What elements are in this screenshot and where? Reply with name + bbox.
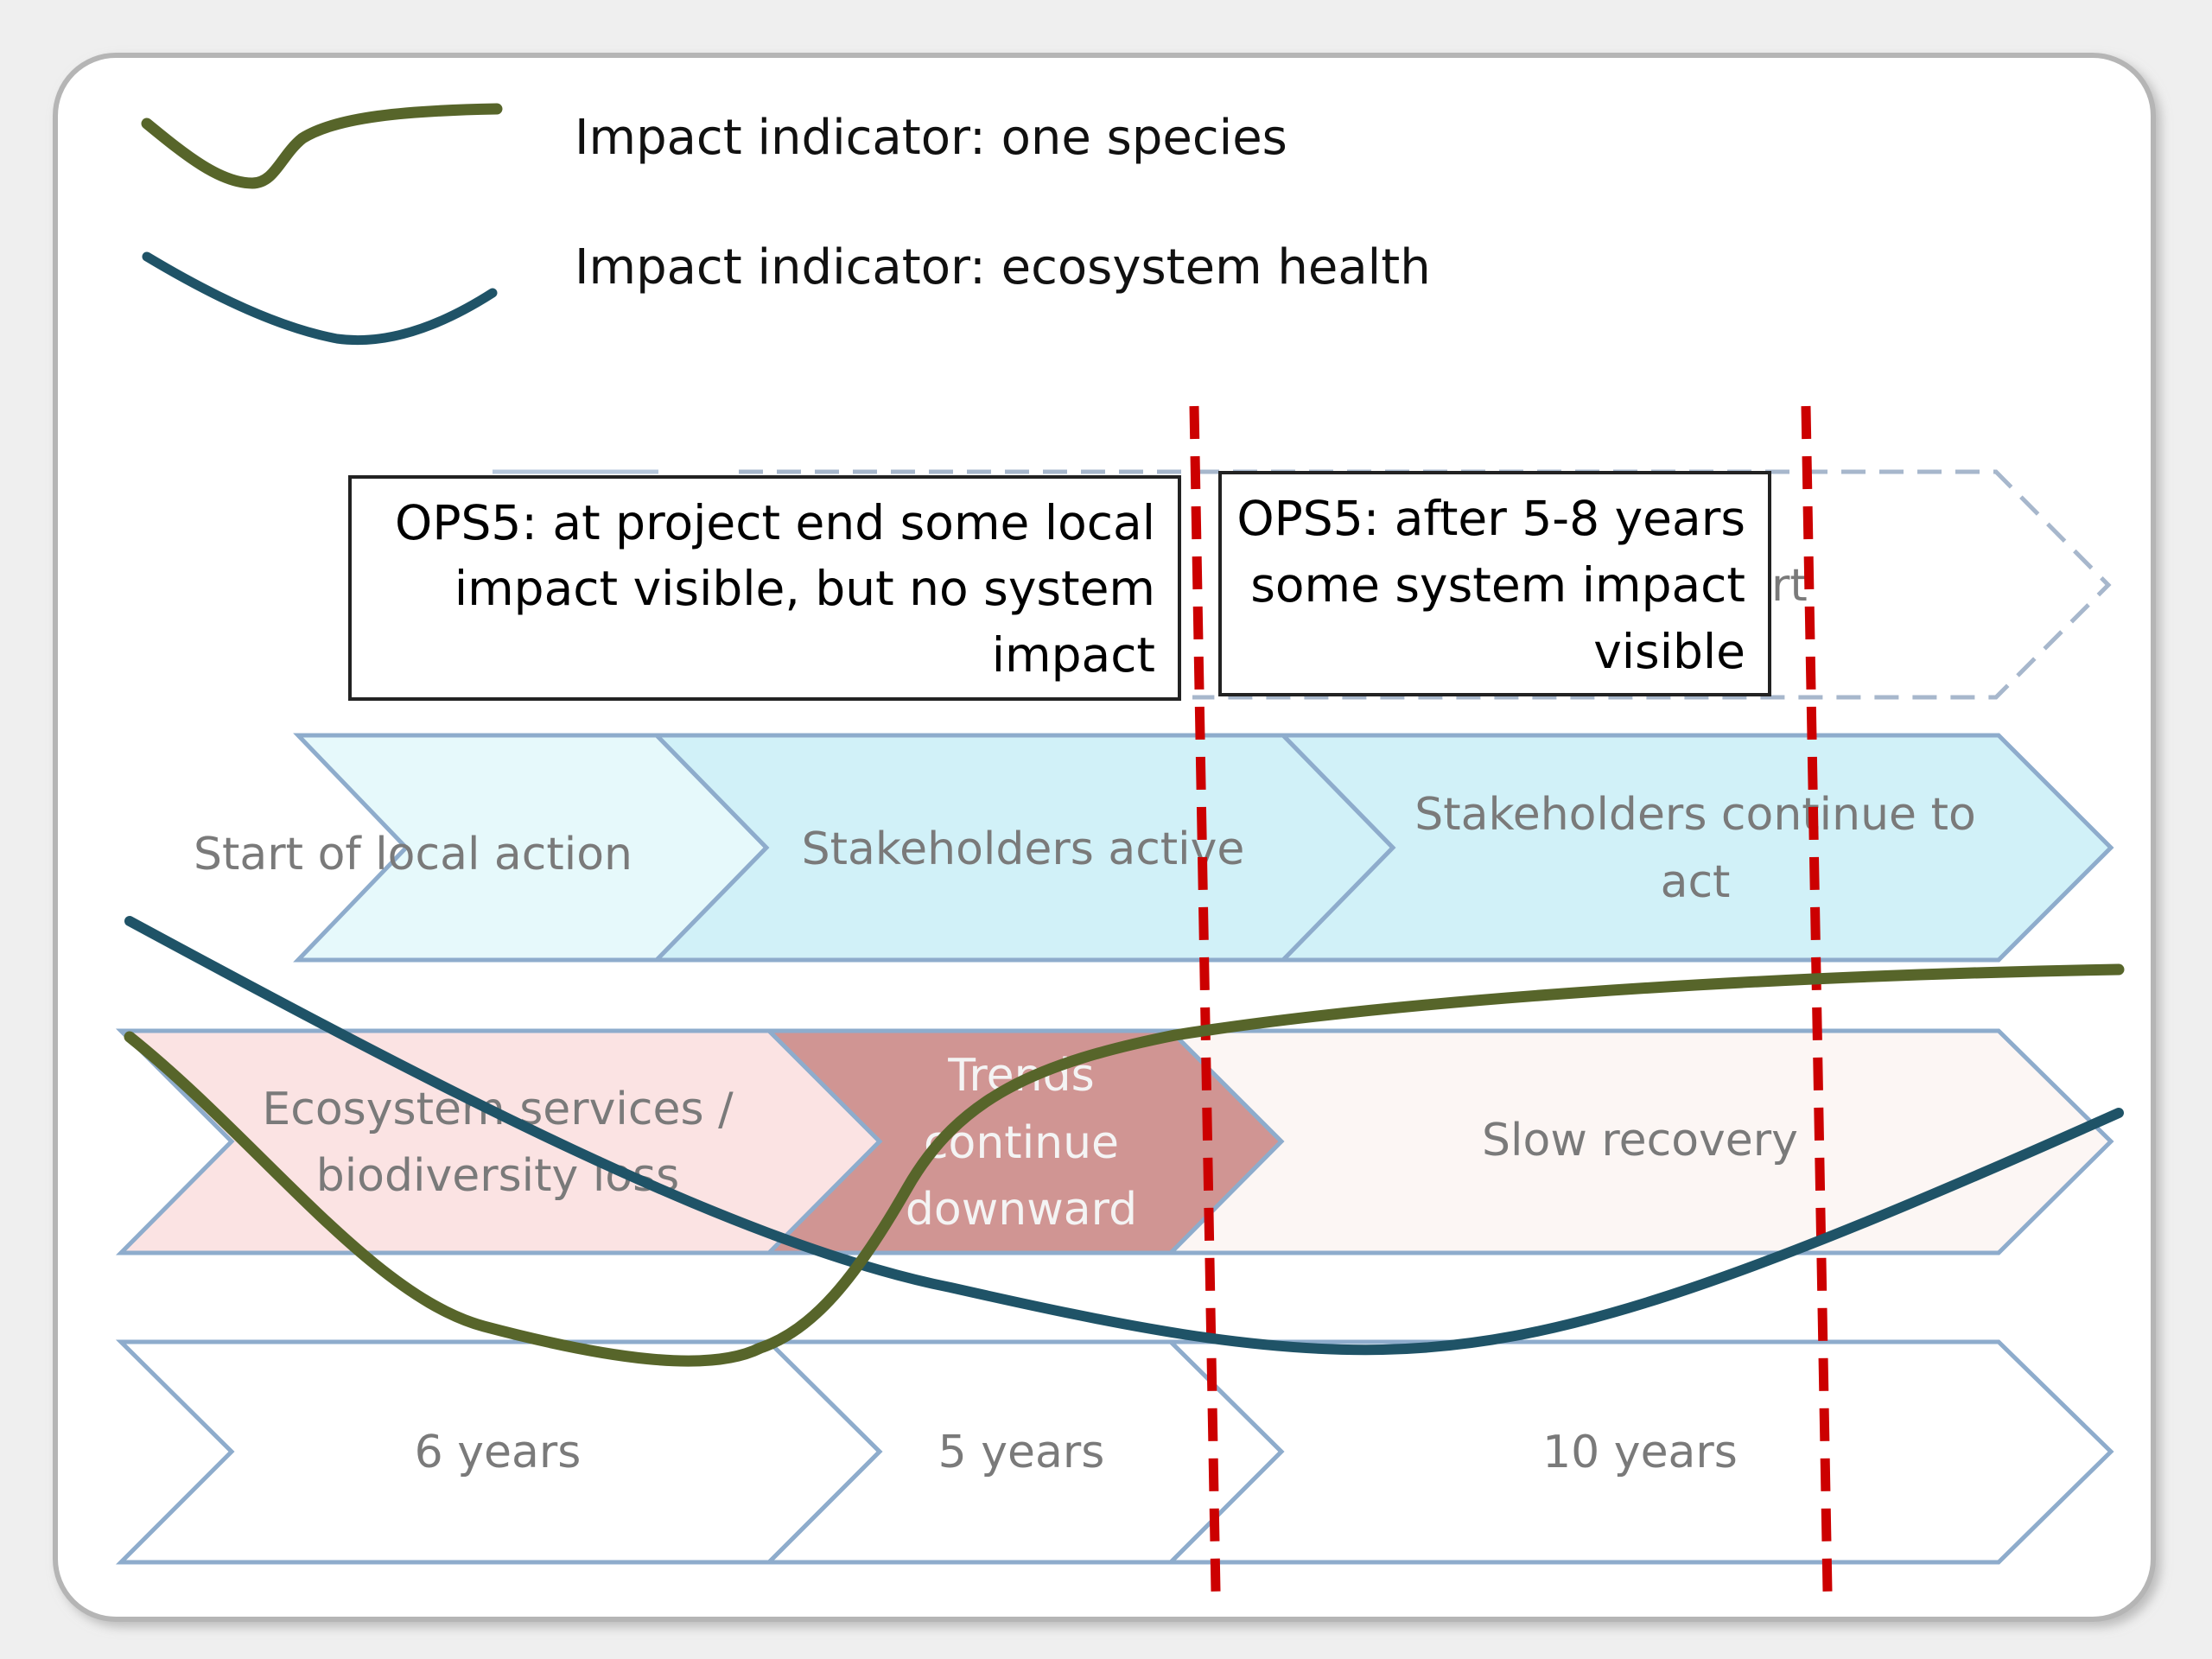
ecosystem-row: Ecosystem services / biodiversity loss T… <box>115 1028 2114 1255</box>
callout-after-years-line1: OPS5: after 5-8 years <box>1236 491 1745 546</box>
species-curve <box>124 963 2125 1367</box>
faded-chevron-label: rt <box>1771 560 1808 612</box>
callout-project-end-line2: impact visible, but no system <box>454 561 1155 616</box>
stakeholders-row: Start of local action Stakeholders activ… <box>194 733 2114 963</box>
callout-after-years: OPS5: after 5-8 years some system impact… <box>1218 471 1771 696</box>
callout-project-end-box <box>348 475 1181 701</box>
callout-project-end: OPS5: at project end some local impact v… <box>348 475 1181 701</box>
ecosystem-legend-label: Impact indicator: ecosystem health <box>575 239 1431 296</box>
stakeholders-active-label: Stakeholders active <box>802 823 1245 875</box>
ecosystem-legend-swatch <box>142 251 498 346</box>
callout-after-years-box <box>1218 471 1771 696</box>
trends-label-line3: downward <box>906 1184 1137 1236</box>
chevron-slow-recovery <box>1165 1028 2114 1255</box>
six-years-label: 6 years <box>415 1427 582 1478</box>
slow-recovery-label: Slow recovery <box>1482 1115 1798 1166</box>
species-legend-swatch <box>141 103 503 189</box>
callout-after-years-line3: visible <box>1593 624 1745 679</box>
stakeholders-continue-label-line2: act <box>1661 856 1731 908</box>
chevron-stakeholders-continue <box>1278 733 2114 963</box>
callout-project-end-line1: OPS5: at project end some local <box>395 495 1155 550</box>
ten-years-label: 10 years <box>1542 1427 1738 1478</box>
chevron-biodiversity-loss <box>115 1028 883 1255</box>
callout-after-years-line2: some system impact <box>1250 557 1745 613</box>
start-local-action-label: Start of local action <box>194 829 632 880</box>
stakeholders-continue-label: Stakeholders continue to <box>1414 789 1976 841</box>
legend: Impact indicator: one species Impact ind… <box>141 103 1431 346</box>
duration-row: 6 years 5 years 10 years <box>115 1339 2114 1565</box>
callout-project-end-line3: impact <box>992 627 1155 683</box>
ecosystem-health-curve <box>124 916 2124 1356</box>
species-legend-label: Impact indicator: one species <box>575 110 1287 166</box>
chevron-10-years <box>1165 1339 2114 1565</box>
five-years-label: 5 years <box>938 1427 1105 1478</box>
